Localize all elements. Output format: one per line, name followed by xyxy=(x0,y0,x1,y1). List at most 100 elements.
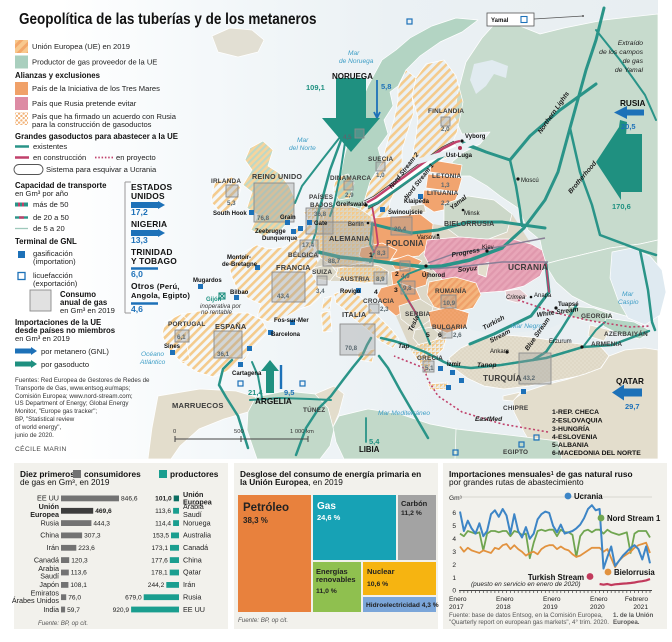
svg-text:4-ESLOVENIA: 4-ESLOVENIA xyxy=(552,434,597,441)
svg-text:Crimea: Crimea xyxy=(506,295,526,301)
svg-text:20,5: 20,5 xyxy=(621,122,636,131)
svg-text:EastMed: EastMed xyxy=(475,416,503,423)
svg-text:Energías: Energías xyxy=(316,567,348,576)
svg-text:China: China xyxy=(183,555,202,564)
svg-text:178,1: 178,1 xyxy=(151,570,168,577)
svg-text:Erzurum: Erzurum xyxy=(549,339,572,345)
svg-text:1 000 km: 1 000 km xyxy=(290,429,314,435)
svg-text:LITUANIA: LITUANIA xyxy=(427,190,459,197)
svg-text:Fos-sur-Mer: Fos-sur-Mer xyxy=(274,318,309,324)
svg-text:en Gm³ en 2019: en Gm³ en 2019 xyxy=(60,306,115,315)
svg-text:Ucrania: Ucrania xyxy=(574,492,603,501)
svg-text:17,4: 17,4 xyxy=(302,242,315,249)
svg-text:Comisión Europea; www.nord-str: Comisión Europea; www.nord-stream.com; xyxy=(15,393,133,400)
svg-text:Petróleo: Petróleo xyxy=(243,502,289,514)
svg-text:por gasoducto: por gasoducto xyxy=(41,360,89,369)
svg-text:China: China xyxy=(40,531,59,540)
svg-text:de gas: de gas xyxy=(623,58,644,65)
svg-text:120,3: 120,3 xyxy=(71,557,88,564)
svg-text:Anapa: Anapa xyxy=(534,293,552,299)
svg-text:5,1: 5,1 xyxy=(425,365,434,372)
svg-text:consumidores: consumidores xyxy=(84,469,141,479)
svg-text:223,6: 223,6 xyxy=(78,545,95,552)
svg-text:NIGERIA: NIGERIA xyxy=(131,219,167,229)
svg-text:de Yamal: de Yamal xyxy=(615,67,644,74)
svg-text:113,6: 113,6 xyxy=(71,570,87,577)
svg-text:de Noruega: de Noruega xyxy=(339,58,374,65)
svg-text:Productor de gas proveedor de: Productor de gas proveedor de la UE xyxy=(32,58,157,67)
svg-text:6-MACEDONIA DEL NORTE: 6-MACEDONIA DEL NORTE xyxy=(552,450,641,457)
svg-text:REINO UNIDO: REINO UNIDO xyxy=(252,172,302,181)
svg-text:NORUEGA: NORUEGA xyxy=(332,72,373,81)
svg-text:South Hook: South Hook xyxy=(213,211,247,217)
svg-text:Y TOBAGO: Y TOBAGO xyxy=(131,256,177,266)
svg-text:Kiev: Kiev xyxy=(482,245,494,251)
svg-text:PAÍSES: PAÍSES xyxy=(309,192,334,201)
svg-text:Qatar: Qatar xyxy=(183,568,202,577)
svg-text:LETONIA: LETONIA xyxy=(432,173,462,180)
svg-text:114,4: 114,4 xyxy=(155,520,171,527)
svg-text:PORTUGAL: PORTUGAL xyxy=(168,321,205,328)
svg-text:de gas en Gm³, en 2019: de gas en Gm³, en 2019 xyxy=(20,477,110,487)
svg-text:59,7: 59,7 xyxy=(67,607,80,614)
svg-text:Gm³: Gm³ xyxy=(449,495,463,502)
svg-text:Fuentes: Red Europea de Gestor: Fuentes: Red Europea de Gestores de Rede… xyxy=(15,377,150,384)
svg-text:BIELORRUSIA: BIELORRUSIA xyxy=(444,221,494,228)
svg-text:444,3: 444,3 xyxy=(93,520,110,527)
svg-text:17,2: 17,2 xyxy=(131,207,148,217)
svg-text:Újhorod: Újhorod xyxy=(422,272,445,279)
svg-text:Atlántico: Atlántico xyxy=(139,359,166,366)
svg-text:Grain: Grain xyxy=(280,215,296,221)
svg-text:Moscú: Moscú xyxy=(521,178,539,184)
svg-text:LIBIA: LIBIA xyxy=(359,445,380,454)
svg-text:"Quarterly report on european: "Quarterly report on european gas market… xyxy=(449,619,609,626)
svg-text:Europea: Europea xyxy=(30,510,60,519)
svg-text:Irán: Irán xyxy=(47,543,59,552)
svg-text:POLONIA: POLONIA xyxy=(386,239,424,248)
svg-text:Montoir-: Montoir- xyxy=(227,255,251,261)
svg-text:Ankara: Ankara xyxy=(490,349,510,355)
svg-text:en Gm³ en 2019: en Gm³ en 2019 xyxy=(15,334,70,343)
svg-text:Enero: Enero xyxy=(496,596,514,603)
svg-text:productores: productores xyxy=(170,469,219,479)
svg-text:Saudí: Saudí xyxy=(40,572,59,581)
svg-text:Enero: Enero xyxy=(590,596,608,603)
svg-text:8,3: 8,3 xyxy=(377,250,386,257)
svg-text:FINLANDIA: FINLANDIA xyxy=(428,108,464,115)
svg-text:por metanero (GNL): por metanero (GNL) xyxy=(41,347,109,356)
svg-text:Mugardos: Mugardos xyxy=(193,278,222,284)
svg-text:País de la Iniciativa de los T: País de la Iniciativa de los Tres Mares xyxy=(32,84,160,93)
svg-text:Enero: Enero xyxy=(449,596,467,603)
svg-text:Árabes Unidos: Árabes Unidos xyxy=(12,596,60,605)
svg-text:GEORGIA: GEORGIA xyxy=(581,313,613,320)
svg-text:2017: 2017 xyxy=(449,604,464,611)
svg-text:2,6: 2,6 xyxy=(453,332,462,339)
svg-text:Extraído: Extraído xyxy=(618,40,644,47)
svg-text:de-Bretagne: de-Bretagne xyxy=(222,262,258,268)
svg-text:Hidroelectricidad 4,3 %: Hidroelectricidad 4,3 % xyxy=(366,602,439,609)
svg-text:anual de gas: anual de gas xyxy=(60,298,108,307)
svg-text:Caspio: Caspio xyxy=(618,299,639,306)
svg-text:Fuente: BP, op cit.: Fuente: BP, op cit. xyxy=(238,617,288,624)
svg-text:Capacidad de transporte: Capacidad de transporte xyxy=(15,181,107,190)
svg-text:109,1: 109,1 xyxy=(306,83,325,92)
svg-text:Bilbao: Bilbao xyxy=(230,290,249,296)
svg-text:Minsk: Minsk xyxy=(464,211,481,217)
svg-text:BAJOS: BAJOS xyxy=(310,202,334,209)
svg-text:Desglose del consumo de energí: Desglose del consumo de energía primaria… xyxy=(240,469,421,479)
svg-text:Gijón: Gijón xyxy=(206,297,222,303)
svg-text:MARRUECOS: MARRUECOS xyxy=(172,401,224,410)
svg-text:Importaciones mensuales1 de ga: Importaciones mensuales1 de gas natural … xyxy=(449,469,633,479)
svg-text:Gate: Gate xyxy=(314,221,328,227)
svg-text:2,3: 2,3 xyxy=(380,306,389,313)
svg-text:2019: 2019 xyxy=(543,604,558,611)
svg-text:Australia: Australia xyxy=(183,531,211,540)
svg-text:3-HUNGRÍA: 3-HUNGRÍA xyxy=(552,424,590,433)
svg-text:en construcción: en construcción xyxy=(33,153,86,162)
svg-text:Transporte de Gas, www.entsog.: Transporte de Gas, www.entsog.eu/maps; xyxy=(15,385,131,392)
svg-text:ESTADOS: ESTADOS xyxy=(131,182,172,192)
svg-text:Tuapsé: Tuapsé xyxy=(558,302,579,308)
svg-text:Mar: Mar xyxy=(622,291,634,298)
svg-text:Consumo: Consumo xyxy=(60,290,96,299)
svg-text:EE UU: EE UU xyxy=(37,494,59,503)
